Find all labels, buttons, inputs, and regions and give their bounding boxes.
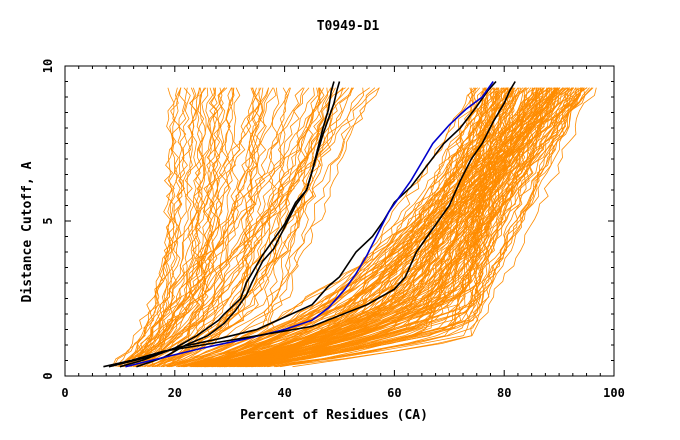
model-line	[135, 87, 179, 368]
y-axis-label: Distance Cutoff, A	[20, 161, 35, 302]
model-line	[167, 87, 353, 367]
model-line	[122, 87, 207, 367]
model-line	[122, 87, 226, 368]
model-line	[292, 87, 597, 368]
model-line	[161, 87, 376, 368]
model-line	[135, 87, 304, 368]
model-line	[253, 87, 582, 368]
model-line	[113, 87, 187, 367]
model-line	[122, 87, 350, 368]
model-line	[127, 87, 225, 368]
chart-title: T0949-D1	[317, 19, 380, 34]
y-tick-label: 0	[41, 372, 55, 379]
model-line	[130, 87, 209, 367]
series-line	[103, 81, 516, 368]
model-line	[146, 87, 310, 368]
model-line	[180, 87, 478, 368]
model-line	[212, 87, 524, 368]
x-tick-label: 20	[168, 386, 182, 400]
model-line	[129, 87, 200, 367]
series-line	[136, 81, 341, 368]
model-line	[221, 87, 505, 368]
model-line	[233, 87, 568, 368]
model-line	[220, 87, 556, 368]
model-line	[117, 87, 370, 368]
x-axis-label: Percent of Residues (CA)	[240, 408, 428, 423]
highlighted-lines	[103, 80, 516, 368]
model-line	[120, 87, 195, 368]
x-tick-label: 60	[387, 386, 401, 400]
model-lines	[112, 87, 597, 368]
model-line	[125, 87, 198, 368]
model-line	[162, 87, 260, 368]
model-line	[197, 87, 588, 368]
model-line	[123, 87, 355, 368]
model-line	[130, 87, 321, 368]
y-tick-label: 10	[41, 59, 55, 73]
model-line	[142, 87, 380, 368]
model-line	[148, 87, 325, 368]
model-line	[224, 87, 481, 368]
model-line	[144, 87, 257, 367]
model-line	[232, 87, 516, 368]
model-line	[224, 87, 569, 368]
axis-ticks: 0 20 40 60 80 100 0 5 10	[41, 59, 625, 400]
model-line	[229, 87, 500, 368]
y-tick-label: 5	[41, 217, 55, 224]
model-line	[246, 87, 542, 368]
model-line	[211, 87, 537, 368]
model-line	[137, 87, 191, 367]
model-line	[184, 87, 566, 368]
series-line	[119, 81, 335, 368]
x-tick-label: 80	[497, 386, 511, 400]
x-tick-label: 100	[603, 386, 625, 400]
x-tick-label: 40	[277, 386, 291, 400]
model-line	[217, 87, 494, 368]
model-line	[134, 87, 175, 367]
model-line	[169, 87, 329, 368]
model-line	[203, 87, 477, 368]
model-line	[221, 87, 508, 368]
x-tick-label: 0	[61, 386, 68, 400]
model-line	[204, 87, 487, 368]
model-line	[126, 87, 305, 368]
model-line	[204, 87, 556, 368]
model-line	[204, 87, 499, 368]
model-line	[181, 87, 290, 368]
model-line	[189, 87, 581, 368]
series-line	[108, 80, 497, 368]
model-line	[197, 87, 475, 368]
model-line	[139, 87, 219, 368]
model-line	[139, 87, 234, 368]
model-line	[127, 87, 188, 367]
model-line	[267, 87, 485, 368]
model-line	[208, 87, 522, 368]
model-line	[112, 87, 182, 367]
model-line	[140, 87, 264, 368]
